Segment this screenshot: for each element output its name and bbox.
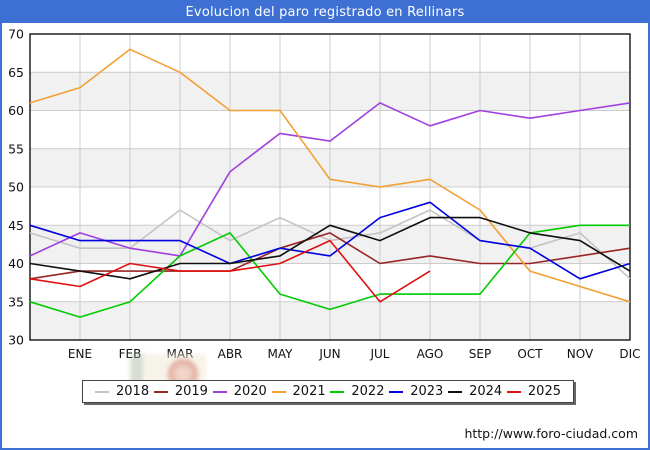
legend-item-2021: 2021	[271, 384, 326, 399]
x-tick-label-NOV: NOV	[567, 347, 594, 361]
x-tick-label-MAY: MAY	[268, 347, 294, 361]
x-tick-label-DIC: DIC	[619, 347, 640, 361]
y-tick-label: 40	[8, 256, 24, 271]
y-tick-label: 45	[8, 218, 24, 233]
y-tick-label: 30	[8, 333, 24, 348]
series-line-2019	[29, 232, 631, 280]
footer-url: http://www.foro-ciudad.com	[464, 426, 638, 441]
legend-item-2023: 2023	[389, 384, 443, 399]
x-tick-label-ENE: ENE	[68, 347, 92, 361]
x-tick-label-AGO: AGO	[417, 347, 444, 361]
y-tick-label: 70	[8, 27, 24, 42]
legend-dash-icon	[506, 390, 521, 393]
legend-label: 2023	[410, 384, 444, 399]
series-line-2021	[29, 48, 631, 303]
legend-dash-icon	[389, 390, 404, 393]
series-line-2025	[29, 239, 431, 303]
legend-label: 2021	[292, 384, 326, 399]
series-line-2020	[29, 102, 631, 257]
legend-label: 2025	[527, 384, 561, 399]
legend-label: 2022	[351, 384, 385, 399]
series-line-2023	[29, 201, 631, 280]
legend-dash-icon	[212, 390, 227, 393]
x-tick-label-JUN: JUN	[318, 347, 340, 361]
legend-dash-icon	[330, 390, 345, 393]
legend-label: 2018	[116, 384, 150, 399]
x-tick-label-FEB: FEB	[119, 347, 142, 361]
legend-dash-icon	[448, 390, 463, 393]
legend-item-2018: 2018	[95, 384, 149, 399]
legend-item-2020: 2020	[212, 384, 267, 399]
legend-item-2022: 2022	[330, 384, 384, 399]
x-tick-label-OCT: OCT	[517, 347, 543, 361]
chart-title: Evolucion del paro registrado en Rellina…	[185, 5, 465, 20]
legend-label: 2024	[469, 384, 503, 399]
legend: 2018 2019 2020 2021 2022 2023 2024 2025	[82, 380, 574, 403]
y-tick-label: 65	[8, 65, 24, 80]
series-line-2024	[29, 216, 631, 280]
legend-item-2024: 2024	[448, 384, 502, 399]
y-tick-label: 55	[8, 141, 24, 156]
legend-item-2019: 2019	[153, 384, 208, 399]
title-bar: Evolucion del paro registrado en Rellina…	[2, 2, 648, 23]
legend-dash-icon	[95, 390, 109, 393]
legend-dash-icon	[153, 390, 168, 393]
y-tick-label: 35	[8, 294, 24, 309]
legend-label: 2019	[174, 384, 208, 399]
x-tick-label-SEP: SEP	[469, 347, 491, 361]
x-tick-label-JUL: JUL	[369, 347, 389, 361]
legend-dash-icon	[271, 390, 286, 393]
legend-label: 2020	[233, 384, 267, 399]
legend-item-2025: 2025	[506, 384, 561, 399]
plot-border	[29, 33, 631, 341]
y-tick-label: 50	[8, 180, 24, 195]
y-tick-label: 60	[8, 103, 24, 118]
x-tick-label-ABR: ABR	[218, 347, 243, 361]
